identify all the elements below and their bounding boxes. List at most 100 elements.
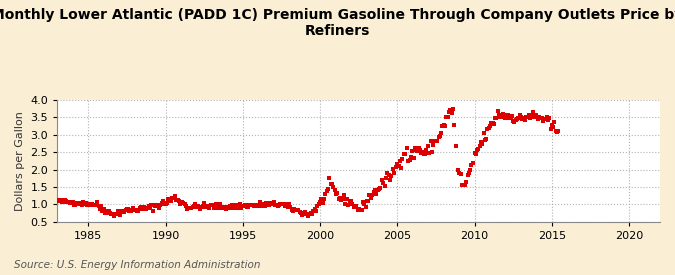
Point [160, 202, 171, 207]
Point [355, 208, 366, 213]
Point [242, 205, 253, 210]
Point [386, 174, 397, 178]
Point [110, 212, 121, 217]
Point [244, 203, 254, 207]
Point [190, 202, 200, 207]
Point [168, 196, 179, 200]
Point [535, 116, 545, 120]
Point [53, 199, 64, 203]
Point [533, 117, 543, 121]
Point [485, 124, 495, 128]
Point [523, 112, 534, 117]
Point [519, 118, 530, 122]
Point [172, 198, 183, 202]
Point [373, 188, 383, 192]
Point [76, 202, 87, 207]
Point [308, 208, 319, 213]
Point [464, 170, 475, 175]
Point [254, 200, 265, 204]
Point [346, 199, 356, 203]
Point [304, 212, 315, 217]
Point [163, 197, 173, 201]
Point [62, 200, 73, 205]
Point [364, 193, 375, 197]
Point [225, 206, 236, 210]
Point [56, 197, 67, 202]
Point [63, 199, 74, 204]
Point [88, 203, 99, 207]
Point [176, 200, 187, 204]
Point [397, 157, 408, 161]
Point [124, 209, 135, 214]
Point [122, 207, 132, 211]
Point [68, 200, 78, 205]
Point [375, 186, 386, 190]
Point [522, 115, 533, 119]
Point [424, 151, 435, 155]
Point [171, 197, 182, 202]
Point [509, 119, 520, 124]
Point [518, 116, 529, 120]
Point [252, 202, 263, 207]
Point [266, 202, 277, 206]
Point [225, 204, 236, 208]
Point [272, 204, 283, 208]
Point [294, 210, 305, 214]
Point [332, 191, 343, 196]
Point [169, 194, 180, 198]
Point [496, 114, 507, 118]
Point [306, 212, 317, 216]
Point [238, 204, 248, 208]
Point [140, 206, 151, 210]
Point [359, 201, 370, 206]
Point [514, 112, 525, 117]
Point [435, 133, 446, 138]
Point [221, 207, 232, 211]
Point [338, 197, 348, 201]
Point [96, 204, 107, 208]
Point [297, 212, 308, 217]
Point [207, 203, 217, 207]
Point [541, 115, 552, 120]
Point [218, 205, 229, 209]
Point [301, 211, 312, 216]
Point [398, 152, 409, 156]
Point [460, 183, 470, 187]
Point [352, 207, 363, 212]
Point [403, 158, 414, 163]
Point [533, 115, 544, 119]
Point [215, 206, 226, 210]
Point [331, 192, 342, 196]
Point [499, 115, 510, 119]
Point [157, 199, 168, 203]
Point [473, 147, 484, 151]
Point [379, 183, 390, 188]
Point [530, 114, 541, 118]
Point [319, 197, 329, 202]
Point [211, 202, 221, 207]
Point [553, 129, 564, 133]
Point [433, 135, 444, 139]
Point [143, 204, 154, 208]
Point [435, 131, 446, 136]
Point [367, 193, 377, 197]
Point [133, 209, 144, 213]
Point [155, 202, 166, 207]
Point [234, 204, 244, 208]
Point [324, 176, 335, 180]
Point [219, 205, 230, 210]
Point [246, 203, 257, 207]
Point [167, 196, 178, 200]
Point [425, 139, 436, 143]
Point [79, 202, 90, 206]
Point [214, 201, 225, 206]
Point [439, 123, 450, 128]
Point [410, 148, 421, 153]
Point [93, 204, 104, 208]
Point [465, 168, 476, 172]
Point [164, 197, 175, 202]
Point [414, 148, 425, 152]
Point [117, 210, 128, 214]
Point [347, 201, 358, 206]
Point [437, 123, 448, 128]
